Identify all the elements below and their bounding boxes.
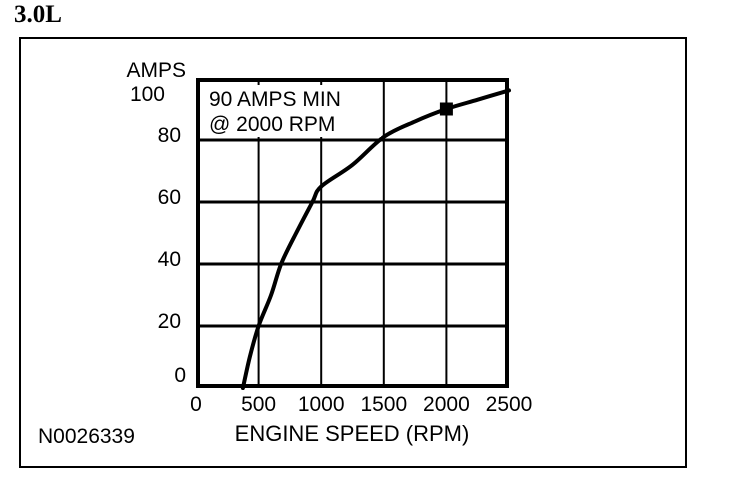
x-tick-label: 0 <box>190 393 202 416</box>
x-tick-label: 1000 <box>297 393 345 416</box>
y-tick-label: 60 <box>157 186 181 209</box>
annotation-line-1: 90 AMPS MIN <box>209 88 341 111</box>
x-tick-label: 2000 <box>423 393 470 416</box>
y-axis-title: AMPS <box>126 59 186 82</box>
y-tick-label: 40 <box>157 248 181 271</box>
annotation-line-2: @ 2000 RPM <box>209 113 336 136</box>
y-tick-label: 80 <box>157 124 181 147</box>
figure-title: 3.0L <box>14 1 62 28</box>
x-tick-label: 1500 <box>360 393 408 416</box>
marker-point <box>439 102 453 116</box>
figure-id: N0026339 <box>38 425 135 448</box>
y-tick-label: 100 <box>129 83 165 106</box>
plot-border <box>196 78 509 388</box>
figure-frame <box>19 37 687 468</box>
y-tick-label: 20 <box>157 310 181 333</box>
annotation-callout: 90 AMPS MIN @ 2000 RPM <box>201 85 381 137</box>
x-tick-label: 500 <box>241 393 277 416</box>
x-tick-label: 2500 <box>485 393 533 416</box>
y-tick-label: 0 <box>174 364 186 387</box>
x-axis-title: ENGINE SPEED (RPM) <box>234 421 470 446</box>
